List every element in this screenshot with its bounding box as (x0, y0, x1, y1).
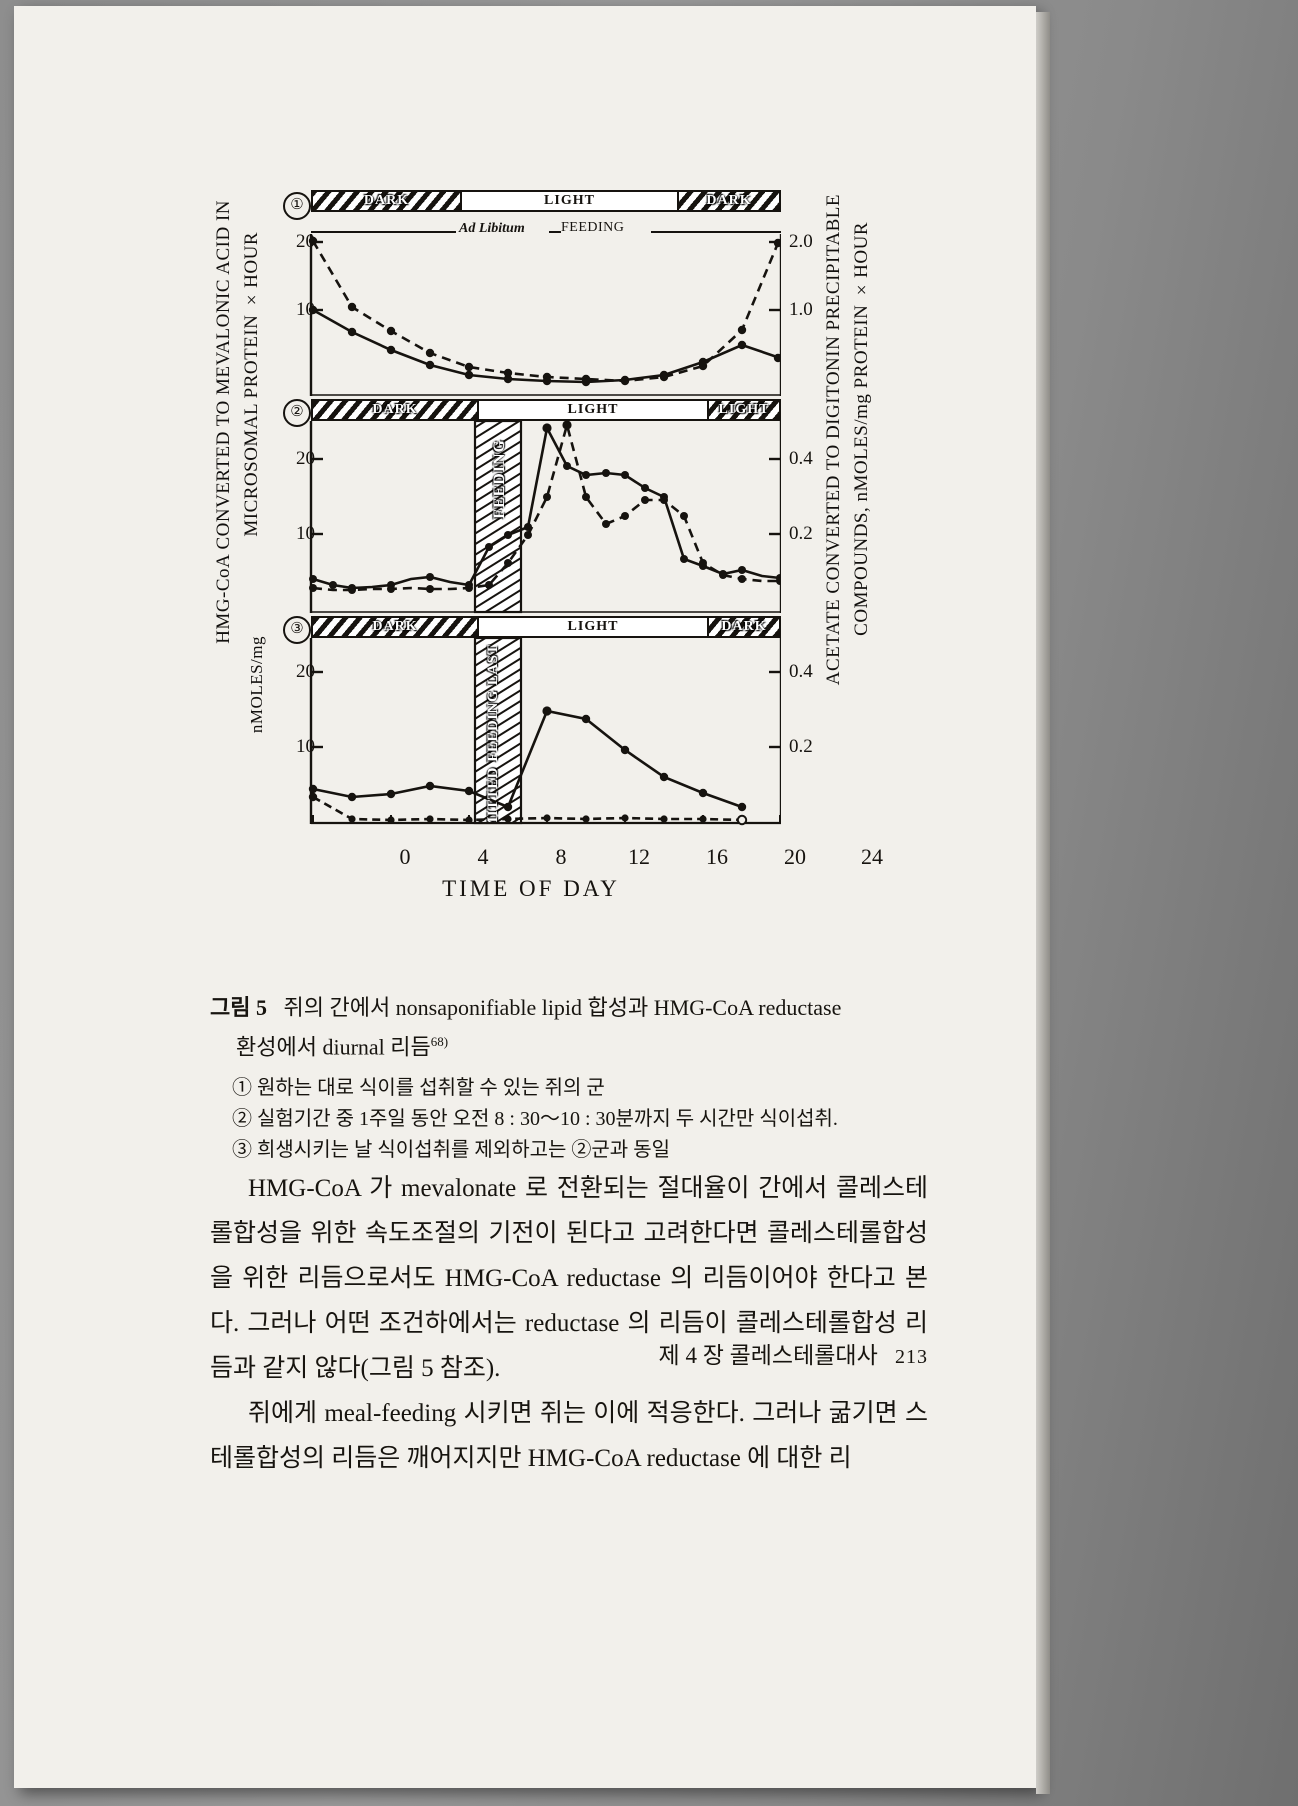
xtick-8: 8 (555, 844, 567, 869)
panel-3-ytick-right-02: 0.2 (789, 736, 813, 757)
xtick-4: 4 (477, 844, 489, 869)
panel-3-ytick-left-20: 20 (296, 661, 315, 682)
panel-2-feeding-text: FEEDING (491, 439, 508, 519)
caption-item-2: ② 실험기간 중 1주일 동안 오전 8 : 30〜10 : 30분까지 두 시… (232, 1108, 838, 1131)
panel-2-light-segment-2: LIGHT (709, 401, 779, 419)
y-axis-title-right-line1: ACETATE CONVERTED TO DIGITONIN PRECIPITA… (823, 194, 845, 691)
feeding-rule-mid (549, 231, 561, 233)
caption-line-2-text: 환성에서 diurnal 리듬 (236, 1034, 431, 1060)
caption-item-3: ③ 희생시키는 날 식이섭취를 제외하고는 ②군과 동일 (232, 1139, 670, 1162)
caption-line-1-text: 쥐의 간에서 nonsaponifiable lipid 합성과 HMG-CoA… (283, 995, 842, 1020)
panel-1-feeding-line: Ad Libitum FEEDING (311, 216, 781, 236)
panel-3-dark-segment-1: DARK (313, 618, 479, 636)
panel-3-feeding-box-label: LAST FEEDING OMITTED (485, 644, 517, 822)
panel-2-ytick-right-02: 0.2 (789, 523, 813, 544)
page-content: HMG-CoA CONVERTED TO MEVALONIC ACID IN M… (14, 6, 1036, 1788)
y-axis-title-right-line2-text: COMPOUNDS, nMOLES/mg PROTEIN ×HOUR (851, 222, 872, 636)
y-axis-unit-left: nMOLES/mg (247, 636, 267, 738)
x-axis-title: TIME OF DAY (442, 876, 620, 901)
body-text: HMG-CoA 가 mevalonate 로 전환되는 절대율이 간에서 콜레스… (210, 1166, 928, 1481)
book-page: HMG-CoA CONVERTED TO MEVALONIC ACID IN M… (14, 6, 1050, 1794)
panel-3-dark-label-2: DARK (721, 619, 767, 634)
feeding-rule-right (651, 231, 781, 233)
caption-footnote-marker: 68) (430, 1034, 449, 1049)
y-axis-title-left-line2: MICROSOMAL PROTEIN ×HOUR (241, 232, 263, 543)
panel-2-number: ② (283, 399, 311, 427)
y-axis-unit-left-text: nMOLES/mg (247, 636, 266, 734)
xtick-20: 20 (784, 844, 806, 869)
panel-3-light-label: LIGHT (567, 619, 619, 634)
panel-2-feeding-box-label: FEEDING (491, 439, 509, 524)
xtick-12: 12 (628, 844, 650, 869)
body-paragraph-1: HMG-CoA 가 mevalonate 로 전환되는 절대율이 간에서 콜레스… (210, 1175, 928, 1382)
panel-3-number: ③ (283, 616, 311, 644)
caption-line-2: 환성에서 diurnal 리듬68) (210, 1025, 930, 1064)
xtick-16: 16 (706, 844, 728, 869)
panel-3-plot (308, 636, 781, 826)
feeding-label-text: FEEDING (561, 220, 625, 235)
panel-1-number: ① (283, 192, 311, 220)
panel-2-light-schedule-bar: DARK LIGHT LIGHT (311, 399, 781, 421)
y-axis-title-right-line1-text: ACETATE CONVERTED TO DIGITONIN PRECIPITA… (823, 194, 844, 686)
y-axis-title-right-line2: COMPOUNDS, nMOLES/mg PROTEIN ×HOUR (851, 222, 873, 642)
figure-caption: 그림 5 쥐의 간에서 nonsaponifiable lipid 합성과 HM… (210, 991, 930, 1166)
panel-3-feeding-text-3: OMITTED (485, 767, 501, 822)
panel-3-dark-segment-2: DARK (709, 618, 779, 636)
panel-2-plot (309, 419, 781, 614)
y-axis-title-left-line1-text: HMG-CoA CONVERTED TO MEVALONIC ACID IN (213, 200, 234, 644)
y-axis-title-left-line2-text: MICROSOMAL PROTEIN ×HOUR (241, 232, 262, 537)
panel-1-dark-segment-1: DARK (313, 192, 462, 210)
panel-2-ytick-right-04: 0.4 (789, 448, 813, 469)
panel-1-ytick-right-2: 2.0 (789, 231, 813, 252)
page-footer: 제 4 장 콜레스테롤대사 213 (210, 1336, 928, 1370)
caption-figure-number: 그림 5 (210, 995, 267, 1020)
panel-2-ytick-left-20: 20 (296, 448, 315, 469)
panel-3-ytick-right-04: 0.4 (789, 661, 813, 682)
panel-3-feeding-text-1: LAST (485, 644, 501, 686)
panel-2-light-label-2: LIGHT (718, 402, 770, 417)
panel-1-dark-segment-2: DARK (679, 192, 779, 210)
panel-3: ③ DARK LIGHT DARK (281, 616, 813, 850)
caption-item-1: ① 원하는 대로 식이를 섭취할 수 있는 쥐의 군 (232, 1077, 605, 1100)
panel-2-ytick-left-10: 10 (296, 523, 315, 544)
plot-column: ① DARK LIGHT DARK (281, 190, 813, 838)
panel-1-plot (308, 234, 781, 396)
panel-2: ② DARK LIGHT LIGHT (281, 399, 813, 617)
x-axis-tick-labels: 0 4 8 12 16 20 24 (281, 844, 884, 874)
panel-1-light-label: LIGHT (544, 193, 595, 208)
feeding-rule-left (311, 231, 456, 233)
figure-5: HMG-CoA CONVERTED TO MEVALONIC ACID IN M… (189, 184, 919, 901)
feeding-label-italic: Ad Libitum (459, 221, 525, 236)
panel-1-ytick-right-1: 1.0 (789, 299, 813, 320)
panel-1-dark-label-1: DARK (363, 193, 410, 208)
panel-1-dark-label-2: DARK (706, 193, 752, 208)
panel-2-light-label-1: LIGHT (567, 402, 619, 417)
caption-item-list: ① 원하는 대로 식이를 섭취할 수 있는 쥐의 군 ② 실험기간 중 1주일 … (210, 1073, 930, 1166)
panel-3-light-schedule-bar: DARK LIGHT DARK (311, 616, 781, 638)
xtick-0: 0 (399, 844, 411, 869)
panel-2-dark-label: DARK (372, 402, 418, 417)
panel-2-light-segment-1: LIGHT (479, 401, 709, 419)
page-number: 213 (895, 1346, 928, 1368)
panel-3-dark-label-1: DARK (372, 619, 418, 634)
panel-1-light-schedule-bar: DARK LIGHT DARK (311, 190, 781, 212)
panel-3-ytick-left-10: 10 (296, 736, 315, 757)
panel-3-light-segment: LIGHT (479, 618, 709, 636)
panel-1-ytick-left-20: 20 (296, 231, 315, 252)
panel-3-feeding-text-2: FEEDING (485, 690, 501, 763)
y-axis-title-left-line1: HMG-CoA CONVERTED TO MEVALONIC ACID IN (213, 200, 235, 650)
panel-1-ytick-left-10: 10 (296, 299, 315, 320)
panel-2-dark-segment: DARK (313, 401, 479, 419)
chapter-footer-text: 제 4 장 콜레스테롤대사 (658, 1343, 878, 1368)
body-paragraph-2: 쥐에게 meal-feeding 시키면 쥐는 이에 적응한다. 그러나 굶기면… (210, 1400, 928, 1472)
panel-1-light-segment: LIGHT (462, 192, 679, 210)
xtick-24: 24 (861, 844, 883, 869)
panel-1: ① DARK LIGHT DARK (281, 190, 813, 400)
caption-line-1: 그림 5 쥐의 간에서 nonsaponifiable lipid 합성과 HM… (210, 991, 930, 1025)
